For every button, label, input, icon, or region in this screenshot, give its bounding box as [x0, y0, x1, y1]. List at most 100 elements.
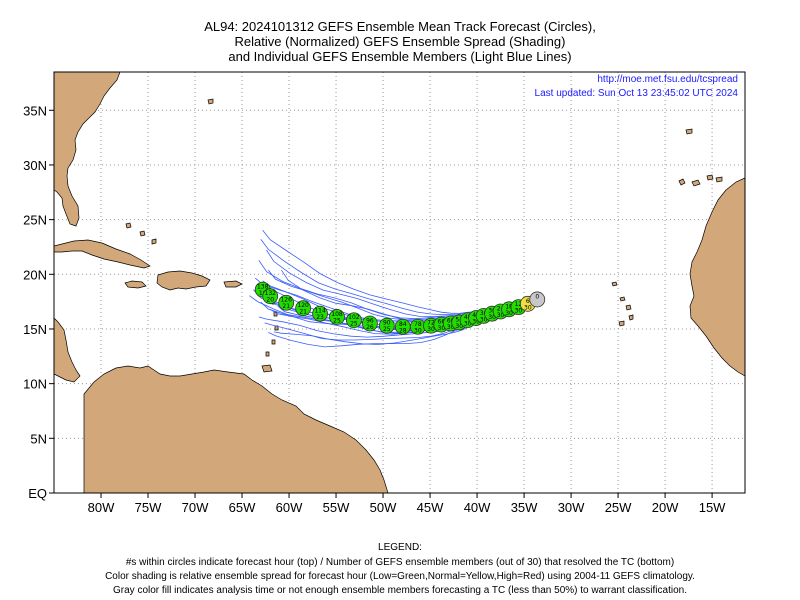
x-tick-label: 40W	[464, 500, 491, 515]
member-count-label: 28	[399, 327, 407, 334]
member-count-label: 30	[455, 323, 463, 330]
forecast-hour-label: 66	[438, 319, 446, 326]
x-tick-label: 75W	[135, 500, 162, 515]
track-circle	[262, 288, 279, 305]
forecast-hour-label: 138	[257, 284, 269, 291]
legend-heading: LEGEND:	[378, 542, 422, 553]
forecast-hour-label: 36	[480, 310, 488, 317]
member-count-label: 21	[282, 303, 290, 310]
plot-frame	[53, 71, 746, 494]
member-count-label: 30	[438, 325, 446, 332]
x-tick-label: 45W	[417, 500, 444, 515]
x-tick-label: 60W	[276, 500, 303, 515]
land-africa	[689, 177, 745, 377]
member-count-label: 30	[497, 312, 505, 319]
member-count-label: 30	[524, 304, 532, 311]
track-circle	[361, 315, 378, 332]
forecast-hour-label: 0	[535, 293, 539, 300]
x-tick-label: 80W	[88, 500, 115, 515]
forecast-hour-label: 84	[399, 321, 407, 328]
member-count-label: 25	[350, 321, 358, 328]
forecast-hour-label: 132	[265, 290, 277, 297]
forecast-hour-label: 102	[348, 314, 360, 321]
forecast-hour-label: 30	[488, 308, 496, 315]
forecast-hour-label: 78	[414, 321, 422, 328]
latitude-axis: EQ 5N 10N 15N 20N 25N 30N 35N	[23, 103, 54, 501]
member-count-label: 30	[515, 308, 523, 315]
track-circle	[312, 305, 328, 322]
y-tick-label: 10N	[23, 377, 47, 392]
member-count-label: 30	[472, 319, 480, 326]
x-tick-label: 50W	[370, 500, 397, 515]
land-cape-verde	[611, 281, 634, 327]
chart-title-line-2: Relative (Normalized) GEFS Ensemble Spre…	[234, 34, 566, 49]
track-circle	[278, 294, 295, 311]
forecast-hour-label: 60	[447, 318, 455, 325]
x-tick-label: 30W	[558, 500, 585, 515]
track-circle	[329, 309, 345, 325]
forecast-hour-label: 12	[515, 301, 523, 308]
member-count-label: 30	[488, 314, 496, 321]
forecast-hour-label: 48	[464, 314, 472, 321]
legend-line-1: #s within circles indicate forecast hour…	[125, 557, 675, 568]
land-cuba	[54, 239, 151, 269]
x-tick-label: 65W	[229, 500, 256, 515]
land-south-america	[83, 365, 389, 493]
forecast-hour-label: 54	[455, 316, 463, 323]
track-circle	[346, 312, 362, 329]
x-tick-label: 25W	[605, 500, 632, 515]
forecast-hour-label: 96	[366, 318, 374, 325]
forecast-hour-label: 90	[383, 320, 391, 327]
land-puerto-rico	[223, 280, 243, 288]
member-count-label: 30	[464, 321, 472, 328]
x-tick-label: 70W	[182, 500, 209, 515]
y-tick-label: 5N	[30, 431, 47, 446]
longitude-axis: 80W 75W 70W 65W 60W 55W 50W 45W 40W 35W 30W 25W 20W 1…	[88, 493, 726, 515]
member-count-label: 21	[299, 309, 307, 316]
source-url[interactable]: http://moe.met.fsu.edu/tcspread	[597, 74, 738, 85]
track-circle	[378, 317, 395, 334]
y-tick-label: 25N	[23, 213, 47, 228]
member-count-label: 25	[333, 317, 341, 324]
member-count-label: 30	[447, 324, 455, 331]
y-tick-label: 30N	[23, 158, 47, 173]
track-circle	[529, 291, 546, 308]
member-count-label: 26	[366, 324, 374, 331]
member-count-label: 20	[266, 297, 274, 304]
forecast-hour-label: 108	[331, 311, 343, 318]
land-hispaniola	[156, 270, 211, 291]
forecast-hour-label: 24	[497, 305, 505, 312]
forecast-hour-label: 6	[526, 298, 530, 305]
land-layer	[54, 72, 745, 493]
chart-title-line-1: AL94: 2024101312 GEFS Ensemble Mean Trac…	[204, 19, 596, 34]
forecast-hour-label: 114	[314, 308, 326, 315]
land-north-america	[54, 72, 121, 227]
forecast-hour-label: 72	[427, 320, 435, 327]
member-count-label: 30	[414, 327, 422, 334]
y-tick-label: EQ	[28, 486, 47, 501]
forecast-hour-label: 126	[280, 297, 292, 304]
land-jamaica	[124, 280, 147, 289]
legend-line-3: Gray color fill indicates analysis time …	[113, 585, 687, 596]
land-madeira	[685, 128, 693, 135]
last-updated: Last updated: Sun Oct 13 23:45:02 UTC 20…	[534, 88, 738, 99]
land-canary-islands	[678, 174, 723, 187]
member-count-label: 30	[480, 316, 488, 323]
x-tick-label: 20W	[652, 500, 679, 515]
forecast-hour-label: 18	[505, 303, 513, 310]
member-count-label: 25	[383, 326, 391, 333]
track-circle	[295, 300, 312, 317]
legend-line-2: Color shading is relative ensemble sprea…	[105, 571, 695, 582]
y-tick-label: 15N	[23, 322, 47, 337]
member-count-label: 30	[427, 326, 435, 333]
land-central-america	[54, 317, 81, 383]
member-count-label: 23	[316, 314, 324, 321]
y-tick-label: 35N	[23, 103, 47, 118]
x-tick-label: 55W	[323, 500, 350, 515]
member-count-label: 30	[505, 310, 513, 317]
x-tick-label: 15W	[699, 500, 726, 515]
x-tick-label: 35W	[511, 500, 538, 515]
forecast-hour-label: 120	[297, 302, 309, 309]
